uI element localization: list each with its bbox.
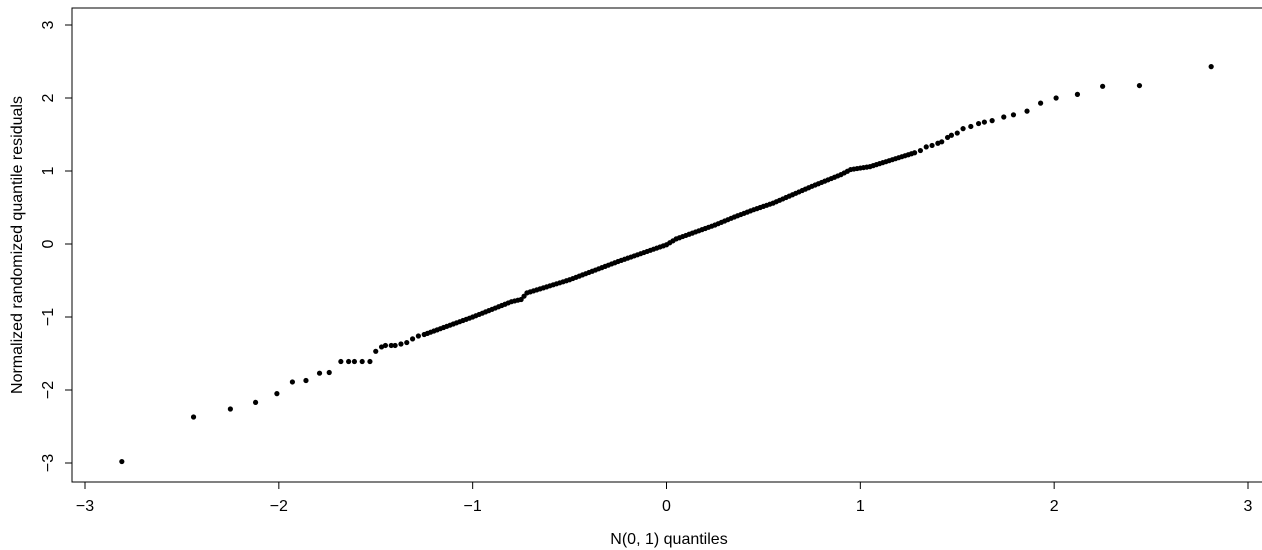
data-point <box>968 123 974 130</box>
data-point <box>929 142 935 149</box>
data-point <box>1208 64 1214 70</box>
data-point <box>989 118 995 124</box>
data-point <box>954 130 960 136</box>
x-axis-title: N(0, 1) quantiles <box>610 531 727 548</box>
y-tick-label: 0 <box>40 239 57 248</box>
data-point <box>289 379 295 385</box>
data-point <box>338 358 344 365</box>
data-point <box>960 126 966 132</box>
data-point <box>346 358 352 365</box>
x-tick-label: 1 <box>856 498 865 515</box>
data-point <box>944 134 951 141</box>
data-point <box>367 358 373 365</box>
x-tick-label: 0 <box>662 498 671 515</box>
data-point <box>948 132 955 138</box>
x-tick-label: 3 <box>1244 498 1253 515</box>
data-point <box>316 370 323 376</box>
data-point <box>1010 112 1017 118</box>
y-axis: −3 −2 −1 0 1 2 3 <box>40 20 73 472</box>
data-point <box>975 120 982 127</box>
data-point <box>1001 114 1007 120</box>
data-point <box>227 406 233 412</box>
data-point <box>912 150 918 156</box>
y-tick-label: −1 <box>40 308 57 326</box>
data-point <box>404 339 410 346</box>
data-point <box>415 333 421 339</box>
data-point <box>1038 100 1044 106</box>
y-tick-label: −2 <box>40 381 57 399</box>
data-point <box>274 391 280 397</box>
data-point <box>1136 82 1143 89</box>
data-point <box>981 119 987 125</box>
points-layer <box>119 64 1214 465</box>
data-point <box>1053 95 1059 101</box>
y-axis-title: Normalized randomized quantile residuals <box>9 96 26 394</box>
data-point <box>373 348 379 354</box>
data-point <box>252 399 259 406</box>
data-point <box>388 342 394 349</box>
x-tick-label: −3 <box>76 498 94 515</box>
data-point <box>1100 83 1106 89</box>
y-tick-label: 1 <box>40 166 57 175</box>
data-point <box>1074 91 1081 97</box>
y-tick-label: 2 <box>40 93 57 102</box>
data-point <box>392 342 398 349</box>
data-point <box>1024 108 1030 114</box>
data-point <box>303 377 309 384</box>
data-point <box>939 139 945 145</box>
y-tick-label: 3 <box>40 20 57 29</box>
data-point <box>409 336 416 342</box>
data-point <box>382 342 389 349</box>
x-axis: −3 −2 −1 0 1 2 3 <box>76 481 1253 515</box>
y-tick-label: −3 <box>40 454 57 472</box>
data-point <box>359 358 365 365</box>
data-point <box>119 458 125 465</box>
x-tick-label: −2 <box>270 498 288 515</box>
data-point <box>326 369 332 376</box>
x-tick-label: 2 <box>1050 498 1059 515</box>
data-point <box>351 358 358 365</box>
data-point <box>917 147 924 154</box>
data-point <box>923 144 929 150</box>
data-point <box>398 341 404 347</box>
x-tick-label: −1 <box>464 498 482 515</box>
data-point <box>190 414 197 420</box>
